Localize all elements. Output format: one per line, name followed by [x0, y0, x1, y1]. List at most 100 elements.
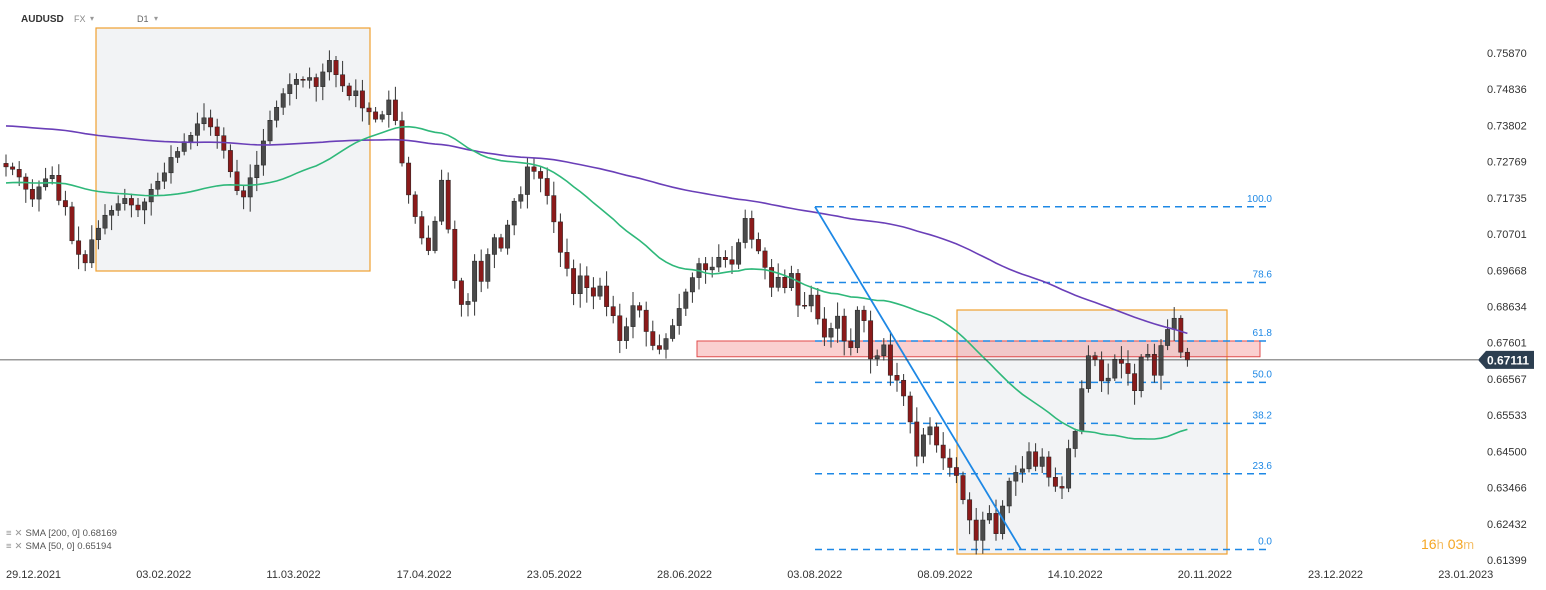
candle-down: [729, 259, 735, 265]
candle-down: [300, 79, 306, 81]
sma200-line: [5, 125, 1188, 335]
candle-down: [214, 126, 220, 136]
candle-down: [821, 318, 827, 338]
trend-line[interactable]: [814, 206, 1022, 550]
candle-down: [359, 90, 365, 109]
candle-up: [1105, 377, 1111, 382]
close-icon[interactable]: ✕: [14, 528, 23, 539]
fib-level-label: 78.6: [1253, 269, 1273, 280]
close-icon[interactable]: ✕: [14, 541, 23, 552]
candle-up: [683, 291, 689, 309]
candle-up: [709, 266, 715, 271]
candle-down: [234, 171, 240, 191]
candle-up: [1165, 329, 1171, 346]
candle-down: [82, 254, 88, 264]
candle-up: [742, 218, 748, 243]
x-tick-label: 17.04.2022: [397, 569, 452, 581]
fib-level-label: 50.0: [1253, 369, 1273, 380]
candle-up: [194, 123, 200, 136]
candle-down: [643, 309, 649, 332]
legend-sma50[interactable]: ≡ ✕ SMA [50, 0] 0.65194: [6, 541, 112, 552]
candle-up: [379, 114, 385, 120]
candle-up: [1112, 358, 1118, 379]
current-price-label: 0.67111: [1487, 353, 1529, 367]
candle-up: [1013, 472, 1019, 482]
candle-down: [544, 178, 550, 196]
candle-up: [465, 301, 471, 305]
candle-up: [485, 254, 491, 282]
candle-up: [670, 325, 676, 339]
candle-down: [557, 221, 563, 253]
time-axis[interactable]: 29.12.2021 03.02.2022 11.03.2022 17.04.2022…: [6, 569, 1493, 581]
candle-down: [1099, 359, 1105, 382]
candle-down: [947, 457, 953, 468]
candle-down: [1132, 373, 1138, 391]
candle-down: [755, 239, 761, 252]
candle-down: [894, 375, 900, 381]
timeframe-dropdown-icon[interactable]: ▾: [154, 14, 159, 23]
candle-up: [577, 275, 583, 294]
x-tick-label: 29.12.2021: [6, 569, 61, 581]
candle-down: [953, 467, 959, 476]
candle-up: [623, 326, 629, 341]
candle-up: [181, 141, 187, 152]
x-tick-label: 23.05.2022: [527, 569, 582, 581]
candle-down: [722, 257, 728, 260]
symbol-label[interactable]: AUDUSD: [21, 14, 64, 25]
y-tick-label: 0.66567: [1487, 374, 1527, 386]
candle-down: [135, 204, 141, 211]
candle-down: [10, 166, 16, 170]
candle-up: [927, 426, 933, 436]
resistance-zone: [696, 340, 1261, 358]
legend-sma200[interactable]: ≡ ✕ SMA [200, 0] 0.68169: [6, 528, 117, 539]
y-tick-label: 0.68634: [1487, 302, 1527, 314]
candle-down: [1151, 354, 1157, 376]
menu-icon[interactable]: ≡: [6, 541, 12, 552]
candle-up: [835, 315, 841, 329]
candle-down: [445, 179, 451, 230]
candle-down: [1033, 451, 1039, 467]
candle-down: [584, 275, 590, 288]
candle-up: [1171, 317, 1177, 330]
menu-icon[interactable]: ≡: [6, 528, 12, 539]
price-axis[interactable]: 0.75870 0.74836 0.73802 0.72769 0.71735 0.707…: [1487, 48, 1527, 567]
candle-down: [478, 260, 484, 282]
candle-up: [49, 175, 55, 180]
y-tick-label: 0.73802: [1487, 120, 1527, 132]
candle-down: [425, 237, 431, 251]
candle-up: [630, 305, 636, 327]
candle-down: [848, 340, 854, 348]
candle-down: [313, 77, 319, 87]
highlight-boxes: [95, 27, 1228, 555]
candle-up: [663, 338, 669, 350]
candle-down: [3, 163, 9, 168]
candle-up: [518, 194, 524, 202]
candle-down: [802, 305, 808, 307]
candle-up: [874, 355, 880, 360]
y-tick-label: 0.64500: [1487, 446, 1527, 458]
candle-down: [564, 252, 570, 269]
candle-up: [260, 140, 266, 166]
candle-up: [986, 513, 992, 521]
candle-up: [1039, 456, 1045, 467]
y-tick-label: 0.69668: [1487, 265, 1527, 277]
candle-down: [1118, 358, 1124, 364]
y-tick-label: 0.74836: [1487, 84, 1527, 96]
candle-down: [940, 444, 946, 459]
countdown-minutes: 03: [1447, 536, 1464, 552]
candle-up: [326, 60, 332, 73]
candle-up: [788, 273, 794, 288]
candle-up: [115, 203, 121, 211]
timeframe-label[interactable]: D1: [137, 14, 149, 24]
countdown-minutes-unit: m: [1463, 537, 1475, 552]
candle-down: [914, 421, 920, 457]
candle-down: [604, 285, 610, 307]
market-dropdown-icon[interactable]: ▾: [90, 14, 95, 23]
candle-up: [1072, 431, 1078, 449]
candle-down: [56, 175, 62, 201]
candle-down: [69, 206, 75, 242]
candle-up: [274, 107, 280, 121]
candle-up: [439, 179, 445, 222]
candle-down: [617, 315, 623, 341]
